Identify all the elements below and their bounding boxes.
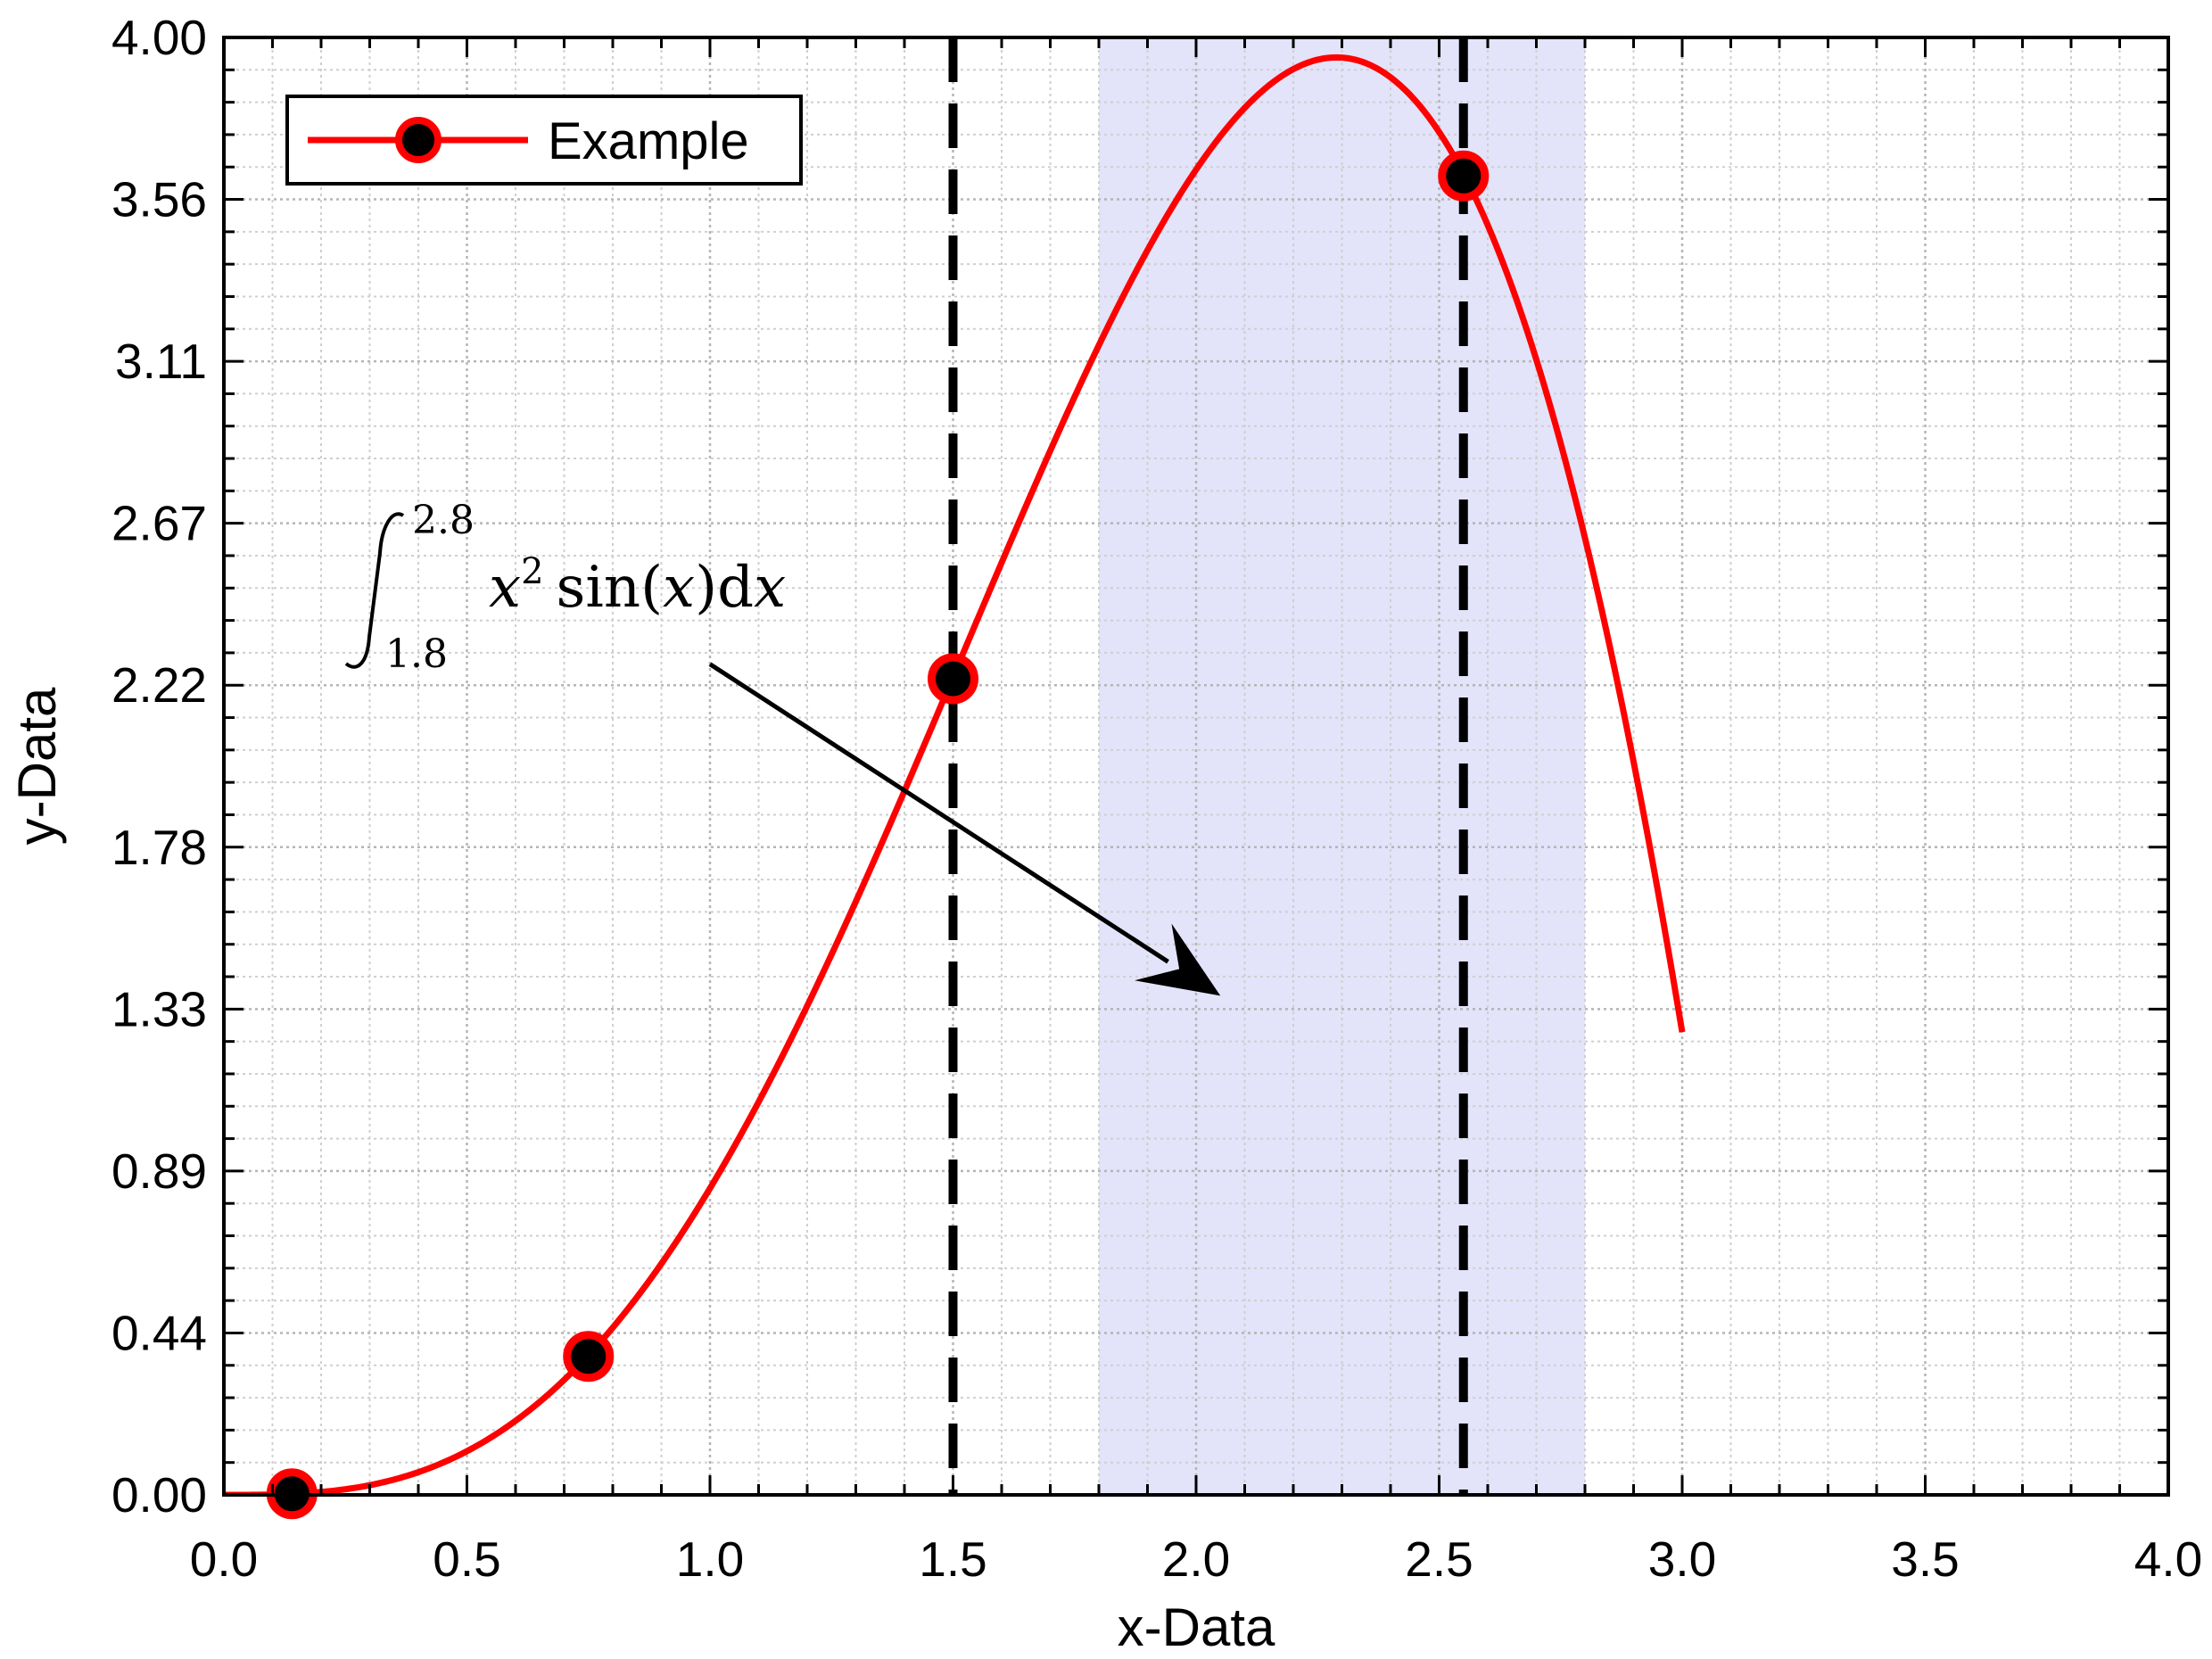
annotation-arrow [708, 662, 1221, 996]
integral-annotation: 2.8 1.8 x2 sin(x)dx [344, 498, 1221, 996]
y-tick-label: 3.56 [111, 172, 207, 227]
data-marker [1438, 150, 1490, 202]
shade-layer [1099, 37, 1585, 1495]
x-tick-label: 3.5 [1891, 1531, 1959, 1587]
arrow-head [1135, 923, 1221, 996]
y-tick-label: 1.33 [111, 981, 207, 1036]
x-tick-label: 4.0 [2134, 1531, 2202, 1587]
legend-marker [395, 117, 442, 163]
y-tick-label: 3.11 [115, 334, 207, 389]
x-tick-label: 2.5 [1405, 1531, 1473, 1587]
integral-body-close: )d [695, 555, 754, 621]
x-tick-label: 1.5 [919, 1531, 986, 1587]
integral-lower-limit: 1.8 [385, 631, 448, 677]
integral-body-x: x [489, 555, 521, 621]
integral-sign [344, 512, 405, 669]
y-tick-label: 0.44 [111, 1305, 207, 1360]
shaded-region [1099, 37, 1585, 1495]
vline-layer [948, 37, 1468, 1495]
integral-body: x2 sin(x)dx [489, 551, 786, 621]
arrow-shaft [708, 662, 1169, 964]
x-tick-label: 3.0 [1648, 1531, 1716, 1587]
integral-body-sin: sin( [557, 555, 664, 621]
legend-label: Example [548, 112, 749, 170]
data-marker [563, 1331, 615, 1382]
integral-body-dx: x [754, 555, 786, 621]
x-tick-label: 0.5 [433, 1531, 500, 1587]
y-tick-label: 2.22 [111, 657, 207, 713]
integral-body-exponent: 2 [521, 551, 543, 592]
integral-body-arg: x [663, 555, 695, 621]
integral-upper-limit: 2.8 [412, 498, 475, 543]
label-layer: 0.0 0.5 1.0 1.5 2.0 2.5 3.0 3.5 4.0 0.00 0.44 0.89 1… [111, 10, 2202, 1587]
legend: Example [285, 95, 803, 186]
y-axis-title: y-Data [7, 687, 67, 845]
x-axis-title: x-Data [1118, 1597, 1275, 1657]
y-tick-label: 2.67 [111, 496, 207, 551]
x-tick-label: 1.0 [676, 1531, 744, 1587]
plot-frame [222, 36, 2170, 1497]
y-tick-label: 4.00 [111, 10, 207, 65]
y-tick-label: 1.78 [111, 820, 207, 875]
x-tick-label: 0.0 [190, 1531, 258, 1587]
y-tick-label: 0.89 [111, 1143, 207, 1199]
x-tick-label: 2.0 [1162, 1531, 1230, 1587]
data-marker [928, 653, 978, 705]
y-tick-label: 0.00 [111, 1467, 207, 1523]
